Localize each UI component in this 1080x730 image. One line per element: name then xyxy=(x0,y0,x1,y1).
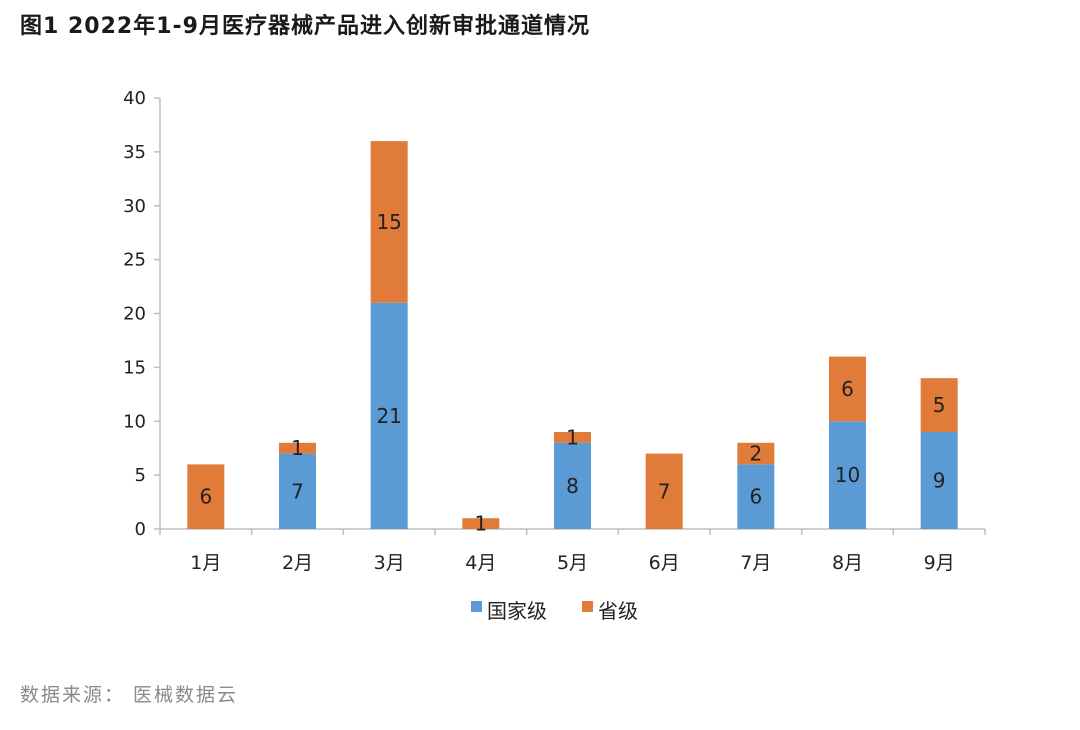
bar-national xyxy=(279,453,316,529)
bar-provincial xyxy=(554,432,591,443)
data-label: 6 xyxy=(749,485,762,509)
data-label: 21 xyxy=(376,404,401,428)
y-tick-label: 10 xyxy=(123,411,146,432)
data-label: 1 xyxy=(291,436,304,460)
bar-national xyxy=(370,302,408,529)
bar-national xyxy=(920,432,958,529)
x-tick-label: 3月 xyxy=(374,552,405,574)
data-label: 5 xyxy=(933,393,946,417)
bar-provincial xyxy=(645,453,683,529)
bar-group xyxy=(187,141,958,529)
data-source-note: 数据来源： 医械数据云 xyxy=(20,684,239,706)
data-label: 1 xyxy=(566,425,579,449)
x-axis: 1月 2月 3月 4月 5月 6月 7月 8月 9月 xyxy=(159,528,986,574)
y-tick-label: 5 xyxy=(135,465,146,486)
bar-national xyxy=(554,442,591,529)
legend-swatch-provincial xyxy=(582,601,593,612)
y-tick-label: 15 xyxy=(123,357,146,378)
x-tick-label: 8月 xyxy=(832,552,863,574)
data-label: 10 xyxy=(835,463,860,487)
bar-provincial xyxy=(279,442,316,454)
bar-provincial xyxy=(737,442,775,465)
data-label: 6 xyxy=(841,377,854,401)
bar-national xyxy=(737,464,775,529)
data-label: 8 xyxy=(566,474,579,498)
data-label: 7 xyxy=(291,479,304,503)
legend-swatch-national xyxy=(471,601,482,612)
x-tick-label: 9月 xyxy=(924,552,955,574)
data-label: 9 xyxy=(933,469,946,493)
y-tick-label: 40 xyxy=(123,88,146,109)
x-tick-label: 2月 xyxy=(282,552,313,574)
bar-provincial xyxy=(462,518,500,529)
data-label: 1 xyxy=(474,512,487,536)
bar-national xyxy=(829,421,866,529)
bar-provincial xyxy=(829,356,866,422)
legend-label-national: 国家级 xyxy=(487,599,547,623)
x-tick-label: 4月 xyxy=(465,552,496,574)
data-label-group: 6 7 1 21 15 1 8 1 7 6 2 10 6 9 5 xyxy=(199,210,945,536)
y-axis: 0 5 10 15 20 25 30 35 40 xyxy=(123,88,161,540)
y-tick-label: 20 xyxy=(123,304,146,325)
y-tick-label: 30 xyxy=(123,196,146,217)
y-tick-label: 35 xyxy=(123,142,146,163)
y-tick-label: 0 xyxy=(135,519,146,540)
legend: 国家级 省级 xyxy=(471,599,638,623)
figure-title: 图1 2022年1-9月医疗器械产品进入创新审批通道情况 xyxy=(20,14,590,39)
y-tick-label: 25 xyxy=(123,250,146,271)
x-tick-label: 7月 xyxy=(740,552,771,574)
x-tick-label: 5月 xyxy=(557,552,588,574)
data-label: 6 xyxy=(199,485,212,509)
x-tick-label: 6月 xyxy=(649,552,680,574)
data-label: 2 xyxy=(749,442,762,466)
data-label: 7 xyxy=(658,479,671,503)
bar-provincial xyxy=(920,378,958,433)
bar-provincial xyxy=(187,464,225,529)
x-tick-label: 1月 xyxy=(190,552,221,574)
legend-label-provincial: 省级 xyxy=(598,599,638,623)
data-label: 15 xyxy=(376,210,401,234)
bar-provincial xyxy=(370,141,408,303)
